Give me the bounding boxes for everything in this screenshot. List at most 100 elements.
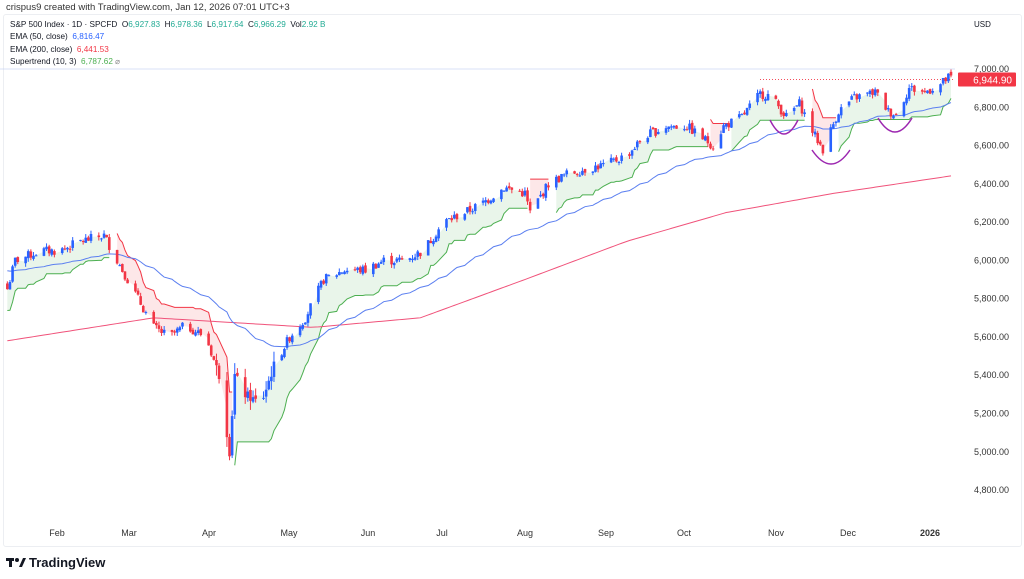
candle-body — [949, 71, 953, 76]
candle-body — [651, 127, 655, 130]
symbol-label[interactable]: S&P 500 Index · 1D · SPCFD — [10, 20, 118, 29]
candle-body — [583, 169, 587, 173]
candle-body — [102, 233, 106, 238]
candle-body — [243, 377, 247, 398]
candle-body — [338, 272, 341, 276]
candle-body — [724, 124, 728, 127]
candle-body — [507, 186, 511, 189]
candle-body — [228, 436, 231, 457]
candle-body — [251, 397, 255, 402]
supertrend-value: 6,787.62 — [81, 56, 113, 66]
candle-body — [782, 112, 785, 117]
candle-body — [434, 236, 438, 242]
candle-body — [345, 270, 349, 273]
last-price-label: 6,944.90 — [973, 76, 1012, 87]
annotation-arc — [811, 149, 851, 165]
candle-body — [267, 380, 271, 390]
time-axis[interactable]: Feb Mar Apr May Jun Jul Aug Sep Oct Nov Dec 2026 — [4, 524, 1020, 544]
candle-body — [609, 157, 613, 163]
candle-body — [599, 163, 603, 169]
candle-body — [450, 218, 454, 221]
candle-body — [926, 90, 929, 94]
candle-body — [502, 190, 506, 192]
candle-body — [931, 90, 934, 93]
candle-body — [89, 234, 93, 241]
candle-body — [71, 240, 74, 248]
candle-body — [617, 162, 621, 164]
candle-body — [390, 255, 393, 265]
candle-body — [209, 345, 213, 356]
candle-body — [466, 207, 469, 213]
candle-body — [902, 102, 906, 117]
candle-body — [230, 416, 234, 456]
supertrend-up-line — [555, 146, 708, 213]
candle-body — [288, 337, 291, 342]
supertrend-down-fill — [812, 88, 836, 151]
candle-body — [136, 290, 140, 295]
candle-body — [304, 322, 307, 325]
candle-body — [272, 361, 276, 377]
candle-body — [638, 141, 642, 143]
candle-body — [322, 280, 325, 284]
candle-body — [157, 325, 161, 329]
candle-body — [162, 329, 166, 333]
close-label: C — [247, 20, 254, 29]
candle-body — [160, 328, 163, 333]
candle-body — [358, 267, 362, 273]
candle-body — [688, 123, 691, 130]
candle-body — [722, 125, 725, 133]
candle-body — [215, 360, 218, 366]
candle-body — [518, 190, 521, 192]
candle-body — [628, 154, 631, 156]
candle-body — [868, 90, 872, 94]
ema200-line — [7, 175, 952, 342]
candle-body — [236, 372, 239, 376]
candle-body — [594, 165, 597, 172]
x-tick-label: Nov — [767, 528, 785, 538]
hidden-eye-icon[interactable]: ⌀ — [115, 56, 121, 66]
candle-body — [97, 235, 101, 238]
candle-body — [719, 134, 723, 149]
candle-body — [84, 237, 88, 243]
candle-body — [539, 194, 542, 197]
candle-body — [50, 249, 54, 255]
candle-body — [748, 103, 752, 108]
close-value: 6,966.29 — [253, 20, 286, 29]
candle-body — [6, 283, 9, 290]
candle-body — [709, 143, 712, 149]
candle-body — [667, 126, 670, 130]
candle-body — [335, 275, 338, 277]
candle-body — [520, 191, 524, 197]
legend-ema50[interactable]: EMA (50, close) 6,816.47 — [10, 31, 325, 43]
candle-body — [510, 187, 514, 190]
candle-body — [395, 258, 399, 262]
candle-body — [866, 92, 869, 94]
candle-body — [432, 241, 435, 245]
candle-body — [683, 129, 686, 131]
currency-label[interactable]: USD — [968, 18, 1020, 32]
y-tick-label: 6,400.00 — [974, 179, 1009, 189]
legend-ema200[interactable]: EMA (200, close) 6,441.53 — [10, 44, 325, 56]
candle-body — [392, 262, 396, 266]
candle-body — [473, 204, 477, 212]
candle-body — [907, 88, 911, 99]
candle-body — [706, 136, 710, 144]
candle-body — [523, 190, 527, 196]
tradingview-logo: TradingView — [6, 555, 105, 570]
candle-body — [871, 89, 874, 95]
candle-body — [45, 246, 48, 250]
candle-body — [463, 214, 467, 220]
supertrend-up-line — [7, 257, 110, 311]
low-label: L — [206, 20, 212, 29]
candle-body — [100, 238, 103, 240]
candle-body — [795, 105, 799, 107]
supertrend-down-line — [710, 119, 729, 124]
candle-body — [189, 323, 192, 332]
candle-body — [923, 90, 927, 92]
candle-body — [301, 324, 305, 329]
candle-body — [910, 86, 914, 88]
candle-body — [803, 112, 806, 115]
candle-body — [134, 283, 137, 292]
legend-supertrend[interactable]: Supertrend (10, 3) 6,787.62 ⌀ — [10, 56, 325, 68]
